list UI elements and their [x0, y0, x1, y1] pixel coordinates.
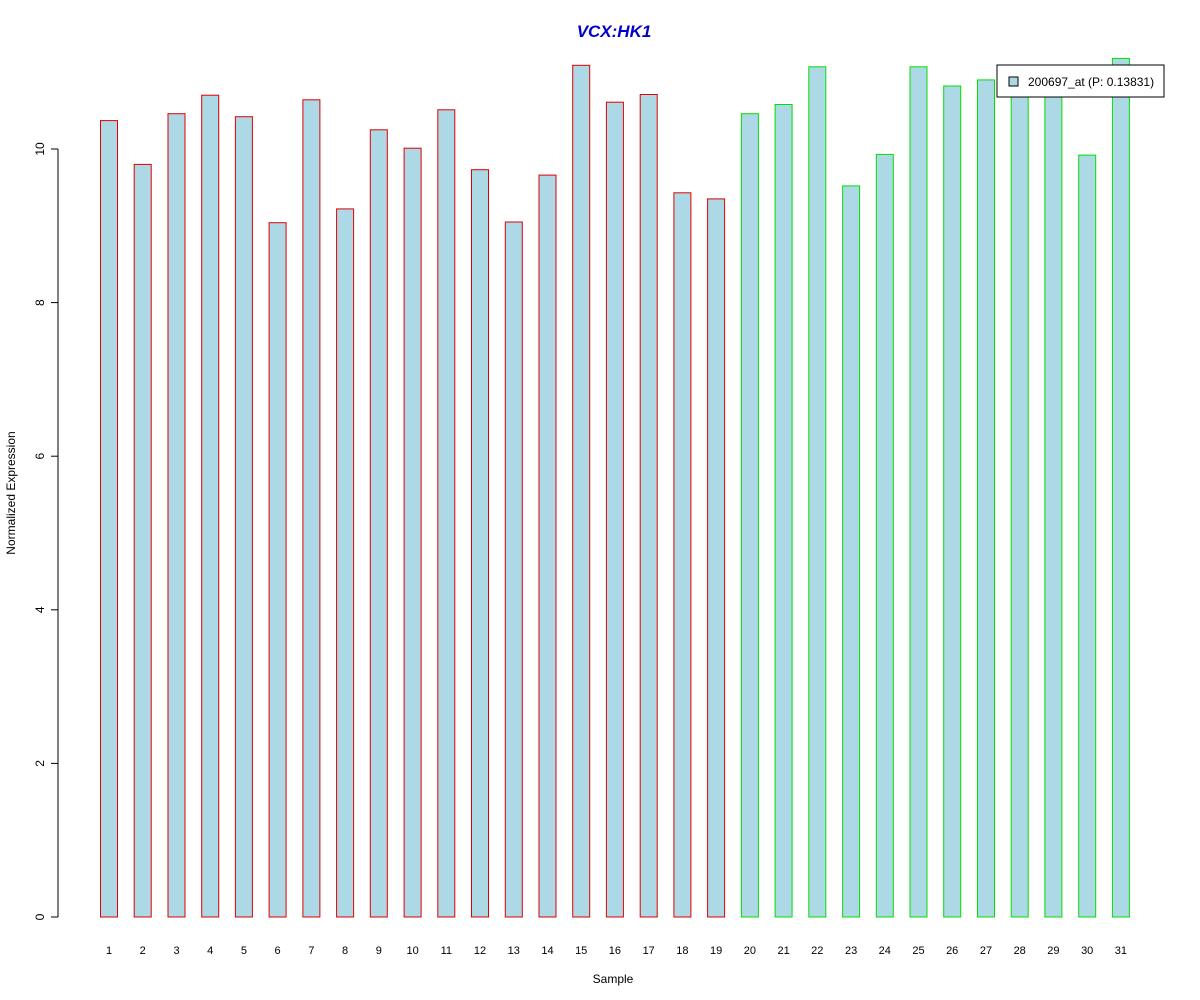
x-tick-label: 21 [777, 945, 789, 957]
bar [774, 104, 793, 918]
x-tick-label: 13 [508, 945, 520, 957]
bar [605, 101, 624, 918]
x-tick-label: 2 [140, 945, 146, 957]
y-tick-label: 4 [33, 606, 47, 613]
x-tick-label: 10 [406, 945, 418, 957]
legend-box [996, 64, 1165, 98]
y-tick-label: 10 [33, 142, 47, 156]
y-axis-label: Normalized Expression [4, 431, 18, 554]
x-tick-labels: 1 2 3 4 5 6 7 8 9 10 11 12 13 14 15 16 17 18 19 20 21 22 23 24 2… [106, 945, 1127, 957]
bar [167, 113, 186, 918]
x-tick-label: 12 [474, 945, 486, 957]
x-tick-label: 29 [1047, 945, 1059, 957]
bar [909, 66, 928, 918]
x-tick-label: 30 [1081, 945, 1093, 957]
bar [808, 66, 827, 918]
y-tick-label: 6 [33, 453, 47, 460]
y-tick-label: 2 [33, 760, 47, 767]
bars [100, 57, 1130, 918]
bar [572, 64, 591, 918]
bar [875, 153, 894, 918]
bar [504, 221, 523, 918]
x-tick-label: 15 [575, 945, 587, 957]
bar [639, 94, 658, 918]
y-tick-label: 0 [33, 913, 47, 920]
bar [100, 120, 118, 918]
x-tick-label: 8 [342, 945, 348, 957]
y-axis: 0 2 4 6 8 10 [33, 142, 59, 920]
x-tick-label: 11 [441, 945, 452, 957]
bar [943, 85, 962, 918]
bar [336, 208, 355, 918]
x-tick-label: 5 [241, 945, 247, 957]
bar [403, 147, 422, 918]
y-tick-label: 8 [33, 299, 47, 306]
x-tick-label: 24 [879, 945, 891, 957]
x-tick-label: 23 [845, 945, 857, 957]
x-tick-label: 22 [811, 945, 823, 957]
x-tick-label: 16 [609, 945, 621, 957]
x-tick-label: 20 [744, 945, 756, 957]
bar [234, 116, 253, 918]
bar [842, 185, 861, 918]
bar [1111, 57, 1130, 918]
bar [1044, 82, 1063, 918]
x-tick-label: 7 [308, 945, 314, 957]
x-tick-label: 17 [643, 945, 655, 957]
x-tick-label: 31 [1115, 945, 1127, 957]
bar [302, 99, 321, 918]
legend: 200697_at (P: 0.13831) [996, 64, 1165, 98]
bar [133, 163, 152, 918]
bar [977, 79, 995, 918]
x-tick-label: 14 [541, 945, 553, 957]
chart-title: VCX:HK1 [577, 22, 652, 41]
x-tick-label: 25 [912, 945, 924, 957]
x-tick-label: 9 [376, 945, 382, 957]
bar [538, 174, 557, 918]
legend-entry: 200697_at (P: 0.13831) [1028, 75, 1154, 89]
x-tick-label: 18 [676, 945, 688, 957]
x-tick-label: 19 [710, 945, 722, 957]
bar [707, 198, 726, 918]
bar [268, 222, 287, 918]
x-axis-label: Sample [593, 972, 634, 986]
x-tick-label: 26 [946, 945, 958, 957]
x-tick-label: 28 [1014, 945, 1026, 957]
bar [471, 169, 489, 918]
bar [1010, 84, 1029, 918]
x-tick-label: 27 [980, 945, 992, 957]
x-tick-label: 3 [173, 945, 179, 957]
bar [1078, 154, 1097, 918]
x-tick-label: 6 [275, 945, 281, 957]
bar [369, 129, 388, 918]
bar [201, 94, 220, 918]
x-tick-label: 1 [106, 945, 112, 957]
x-tick-label: 4 [207, 945, 213, 957]
legend-swatch [1008, 76, 1019, 87]
bar [437, 109, 456, 918]
bar [673, 192, 692, 918]
bar [740, 113, 759, 918]
